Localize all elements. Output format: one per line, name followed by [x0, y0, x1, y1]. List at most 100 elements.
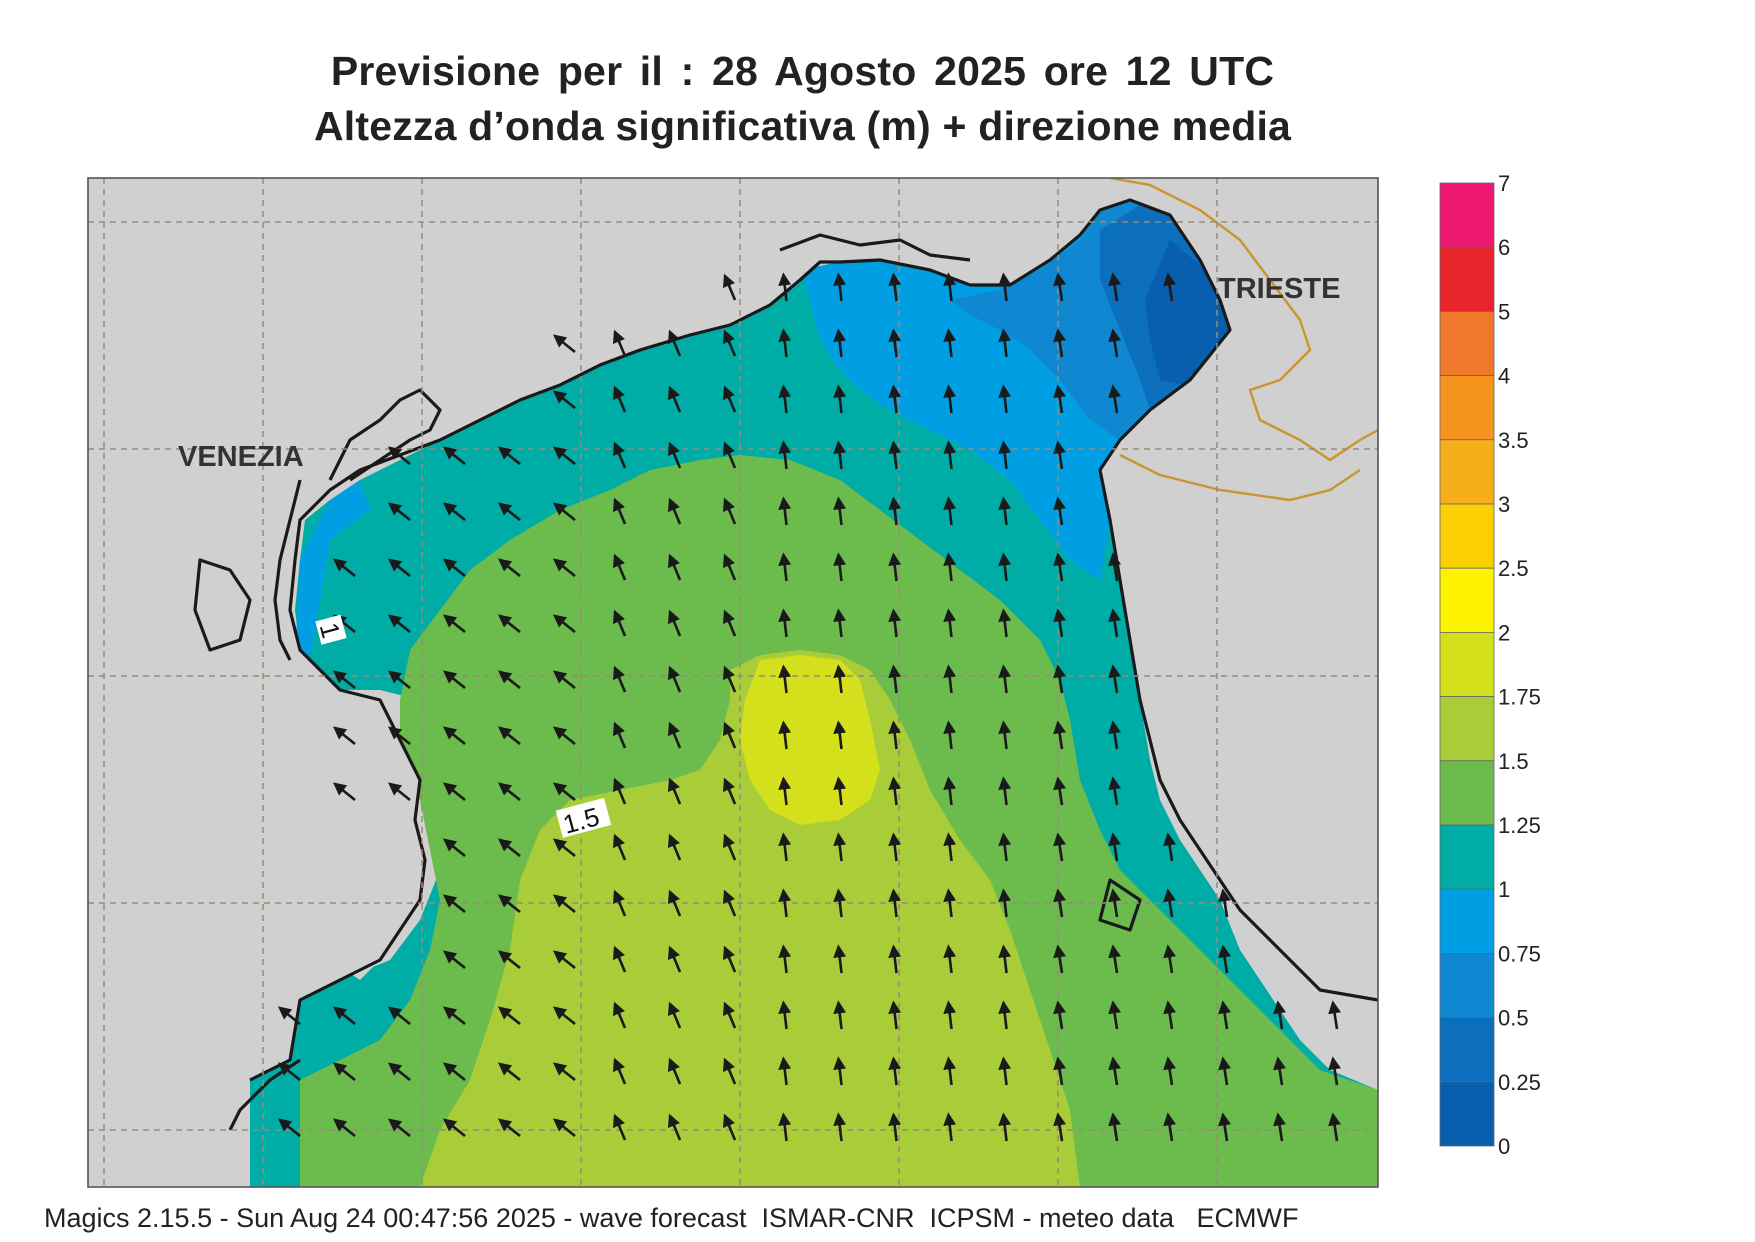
legend-label: 7 [1498, 171, 1510, 196]
wave-arrow [387, 1062, 411, 1082]
wave-arrow [387, 670, 411, 690]
legend-swatch [1439, 567, 1495, 633]
wave-arrow [1218, 888, 1232, 918]
wave-arrow [943, 664, 957, 694]
wave-arrow [552, 894, 576, 914]
legend-swatch [1439, 503, 1495, 569]
wave-arrow [778, 720, 792, 750]
wave-arrow [943, 608, 957, 638]
legend-label: 1.25 [1498, 813, 1541, 838]
legend-swatch [1439, 760, 1495, 826]
wave-arrow [1218, 1112, 1232, 1142]
legend-label: 3.5 [1498, 428, 1529, 453]
wave-arrow [723, 777, 737, 805]
wave-arrow [332, 1062, 356, 1082]
wave-arrow [668, 1113, 682, 1141]
wave-arrow [888, 552, 902, 582]
wave-arrow [778, 440, 792, 470]
wave-arrow [888, 944, 902, 974]
wave-arrow [833, 552, 847, 582]
wave-arrow [943, 440, 957, 470]
sea-zone-1.5-1.75 [420, 650, 1080, 1187]
wave-arrow [778, 888, 792, 918]
wave-arrow [613, 889, 627, 917]
wave-arrow [668, 777, 682, 805]
title-line-1: Previsione per il : 28 Agosto 2025 ore 1… [330, 48, 1275, 94]
legend-swatch [1439, 1017, 1495, 1083]
wave-arrow [442, 502, 466, 522]
wave-arrow [613, 609, 627, 637]
footer-credits: Magics 2.15.5 - Sun Aug 24 00:47:56 2025… [44, 1203, 1299, 1233]
wave-arrow [1053, 888, 1067, 918]
wave-arrow [668, 889, 682, 917]
wave-arrow [1108, 608, 1122, 638]
wave-arrow [833, 832, 847, 862]
wave-arrow [668, 497, 682, 525]
map-frame [87, 177, 1379, 1188]
wave-arrow [943, 384, 957, 414]
wave-arrow [888, 272, 902, 302]
wave-arrow [833, 608, 847, 638]
wave-arrow [943, 1056, 957, 1086]
wave-arrow [723, 945, 737, 973]
wave-arrow [943, 776, 957, 806]
wave-arrow [778, 832, 792, 862]
graticule [88, 178, 1378, 1187]
border-line [1109, 178, 1378, 462]
wave-arrow [387, 1006, 411, 1026]
wave-arrow [613, 497, 627, 525]
wave-arrow [833, 1000, 847, 1030]
wave-arrow [778, 776, 792, 806]
wave-arrow [613, 329, 627, 357]
wave-arrow [833, 384, 847, 414]
wave-arrow [1163, 272, 1177, 302]
legend-label: 3 [1498, 492, 1510, 517]
legend-swatch [1439, 953, 1495, 1019]
wave-arrow [1108, 832, 1122, 862]
wave-arrow [1053, 440, 1067, 470]
wave-arrow [998, 328, 1012, 358]
wave-arrow [497, 1062, 521, 1082]
wave-arrow [998, 552, 1012, 582]
wave-arrow [497, 614, 521, 634]
wave-arrow [442, 782, 466, 802]
title-line-2: Altezza d’onda significativa (m) + direz… [313, 103, 1292, 149]
wave-arrow [1053, 664, 1067, 694]
wave-arrow [1108, 384, 1122, 414]
wave-arrow [998, 272, 1012, 302]
wave-arrow [833, 1056, 847, 1086]
wave-arrow [1163, 1000, 1177, 1030]
contour-label-1: 1 [314, 614, 347, 645]
wave-arrow [442, 446, 466, 466]
legend-swatch [1439, 375, 1495, 441]
legend-swatch [1439, 182, 1495, 248]
wave-arrow [998, 496, 1012, 526]
wave-arrow [668, 1001, 682, 1029]
wave-arrow [1053, 496, 1067, 526]
wave-arrow [998, 1112, 1012, 1142]
wave-arrow [497, 670, 521, 690]
wave-arrow [1108, 776, 1122, 806]
wave-arrow [1273, 1000, 1287, 1030]
wave-arrow [613, 1113, 627, 1141]
wave-arrow [998, 720, 1012, 750]
wave-arrow [552, 950, 576, 970]
wave-arrow [888, 664, 902, 694]
wave-arrow [888, 832, 902, 862]
wave-arrow [497, 1006, 521, 1026]
wave-arrow [1273, 1112, 1287, 1142]
legend-label: 0 [1498, 1134, 1510, 1159]
wave-arrow [332, 558, 356, 578]
wave-arrow [387, 558, 411, 578]
wave-arrow [943, 944, 957, 974]
wave-arrow [552, 1006, 576, 1026]
wave-arrow [668, 1057, 682, 1085]
wave-arrow [1053, 776, 1067, 806]
wave-arrow [552, 670, 576, 690]
wave-arrow [1328, 1112, 1342, 1142]
wave-arrow [442, 950, 466, 970]
wave-arrow [943, 1000, 957, 1030]
wave-arrow [778, 1000, 792, 1030]
legend-label: 0.25 [1498, 1070, 1541, 1095]
wave-arrow [1108, 1112, 1122, 1142]
